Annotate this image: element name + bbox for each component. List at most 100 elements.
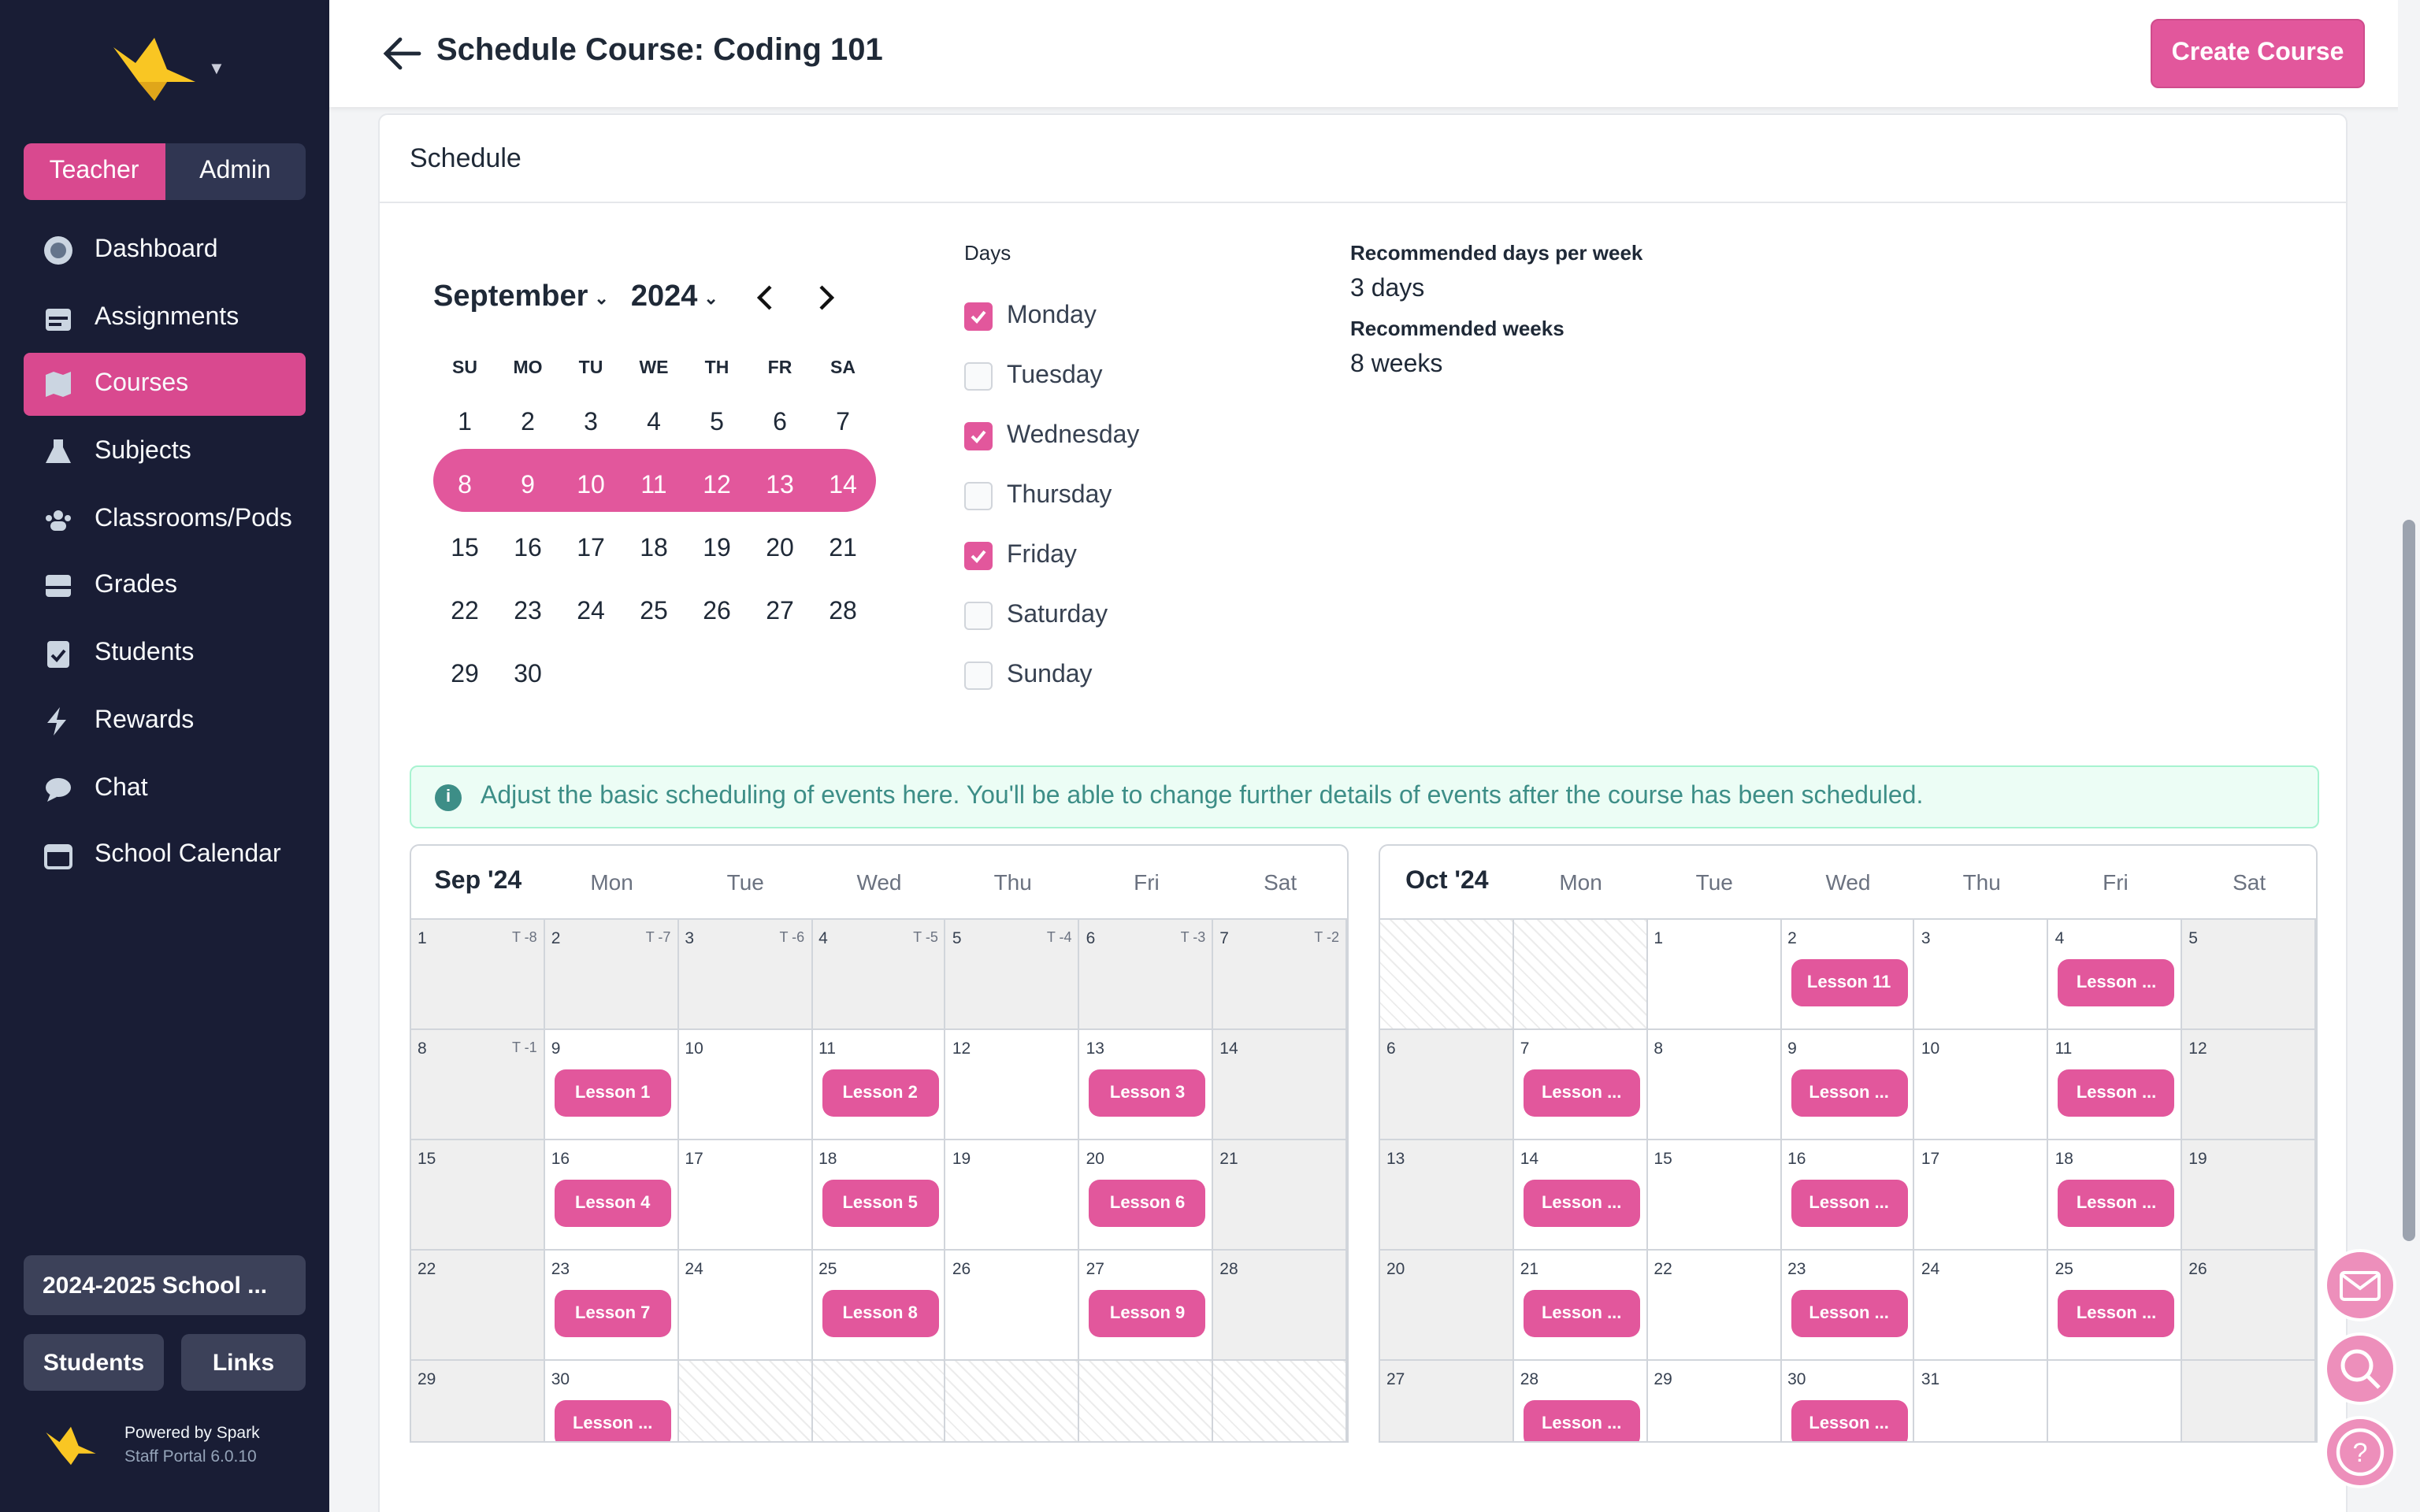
day-cell[interactable]: 7 T -2 [1213,920,1347,1030]
day-cell[interactable]: 24 [1914,1251,2049,1361]
school-year-select[interactable]: 2024-2025 School ... [24,1255,306,1315]
checkbox[interactable] [964,602,993,630]
day-cell[interactable]: 17 [1914,1140,2049,1251]
prev-month-icon[interactable] [740,282,788,313]
day-monday[interactable]: Monday [964,287,1139,346]
day-cell[interactable]: 11 Lesson ... [2048,1030,2183,1140]
mini-day[interactable]: 30 [514,662,542,688]
lesson-event[interactable]: Lesson ... [1791,1400,1908,1441]
lesson-event[interactable]: Lesson 7 [554,1290,671,1337]
day-cell[interactable]: 31 [1915,1361,2049,1441]
day-cell[interactable]: 22 [1647,1251,1782,1361]
day-cell[interactable]: 21 [1213,1140,1347,1251]
day-cell[interactable]: 30 Lesson ... [545,1361,679,1441]
day-cell[interactable]: 29 [1647,1361,1782,1441]
day-cell[interactable]: 25 Lesson 8 [812,1251,946,1361]
day-cell[interactable]: 28 [1213,1251,1347,1361]
day-cell[interactable] [2182,1361,2316,1441]
day-cell[interactable] [1380,920,1514,1030]
day-cell[interactable]: 27 [1380,1361,1514,1441]
day-cell[interactable]: 6 T -3 [1079,920,1214,1030]
day-cell[interactable]: 19 [2182,1140,2316,1251]
teacher-tab[interactable]: Teacher [24,143,165,200]
day-cell[interactable]: 26 [945,1251,1080,1361]
lesson-event[interactable]: Lesson 2 [822,1069,939,1117]
day-cell[interactable]: 2 T -7 [544,920,679,1030]
lesson-event[interactable]: Lesson ... [2058,959,2175,1006]
sidebar-item-classrooms-pods[interactable]: Classrooms/Pods [24,488,306,551]
day-cell[interactable]: 20 [1380,1251,1514,1361]
lesson-event[interactable]: Lesson ... [2058,1180,2175,1227]
day-cell[interactable]: 10 [1914,1030,2049,1140]
mini-day[interactable]: 2 [521,410,535,436]
day-cell[interactable]: 2 Lesson 11 [1781,920,1915,1030]
mini-day[interactable]: 18 [640,536,668,562]
day-cell[interactable]: 24 [678,1251,813,1361]
sidebar-item-rewards[interactable]: Rewards [24,690,306,753]
day-cell[interactable]: 1 [1647,920,1782,1030]
day-cell[interactable]: 23 Lesson 7 [544,1251,679,1361]
day-cell[interactable]: 18 Lesson ... [2048,1140,2183,1251]
day-cell[interactable] [812,1361,946,1441]
day-cell[interactable]: 5 T -4 [945,920,1080,1030]
sidebar-item-chat[interactable]: Chat [24,757,306,820]
day-cell[interactable]: 12 [945,1030,1080,1140]
month-select[interactable]: September ⌄ [433,280,609,315]
lesson-event[interactable]: Lesson ... [1523,1400,1640,1441]
lesson-event[interactable]: Lesson ... [1523,1290,1640,1337]
links-button[interactable]: Links [181,1334,306,1391]
help-fab[interactable]: ? [2324,1416,2396,1488]
day-cell[interactable]: 10 [678,1030,813,1140]
lesson-event[interactable]: Lesson 9 [1089,1290,1206,1337]
lesson-event[interactable]: Lesson 11 [1791,959,1908,1006]
checkbox[interactable] [964,422,993,450]
lesson-event[interactable]: Lesson 5 [822,1180,939,1227]
mini-day[interactable]: 23 [514,598,542,625]
mini-day[interactable]: 27 [766,598,794,625]
day-cell[interactable]: 6 [1380,1030,1514,1140]
mini-day[interactable]: 12 [703,472,731,499]
checkbox[interactable] [964,662,993,690]
mini-day[interactable]: 25 [640,598,668,625]
mini-day[interactable]: 8 [458,472,472,499]
mini-day[interactable]: 13 [766,472,794,499]
mini-day[interactable]: 20 [766,536,794,562]
day-cell[interactable] [1079,1361,1214,1441]
day-friday[interactable]: Friday [964,526,1139,586]
mini-day[interactable]: 14 [829,472,857,499]
day-cell[interactable]: 15 [411,1140,545,1251]
mini-day[interactable]: 11 [640,472,667,499]
sidebar-item-courses[interactable]: Courses [24,353,306,417]
lesson-event[interactable]: Lesson ... [1791,1180,1908,1227]
day-cell[interactable]: 27 Lesson 9 [1079,1251,1214,1361]
day-cell[interactable]: 13 Lesson 3 [1079,1030,1214,1140]
checkbox[interactable] [964,482,993,510]
lesson-event[interactable]: Lesson 3 [1089,1069,1206,1117]
day-tuesday[interactable]: Tuesday [964,346,1139,406]
next-month-icon[interactable] [804,282,851,313]
sidebar-item-grades[interactable]: Grades [24,555,306,618]
lesson-event[interactable]: Lesson ... [2058,1069,2175,1117]
lesson-event[interactable]: Lesson ... [1523,1180,1640,1227]
lesson-event[interactable]: Lesson 1 [554,1069,671,1117]
day-cell[interactable]: 9 Lesson 1 [544,1030,679,1140]
day-cell[interactable]: 12 [2182,1030,2316,1140]
day-cell[interactable]: 19 [945,1140,1080,1251]
day-cell[interactable] [2049,1361,2183,1441]
mini-day[interactable]: 28 [829,598,857,625]
lesson-event[interactable]: Lesson ... [1791,1069,1908,1117]
day-cell[interactable]: 16 Lesson 4 [544,1140,679,1251]
day-cell[interactable]: 13 [1380,1140,1514,1251]
mail-fab[interactable] [2324,1249,2396,1321]
students-button[interactable]: Students [24,1334,164,1391]
sidebar-item-dashboard[interactable]: Dashboard [24,219,306,282]
lesson-event[interactable]: Lesson ... [1791,1290,1908,1337]
lesson-event[interactable]: Lesson ... [1523,1069,1640,1117]
day-cell[interactable] [1213,1361,1347,1441]
sidebar-item-school-calendar[interactable]: School Calendar [24,824,306,887]
day-cell[interactable]: 22 [411,1251,545,1361]
mini-day[interactable]: 6 [773,410,787,436]
lesson-event[interactable]: Lesson ... [2058,1290,2175,1337]
mini-day[interactable]: 24 [577,598,605,625]
day-cell[interactable]: 20 Lesson 6 [1079,1140,1214,1251]
